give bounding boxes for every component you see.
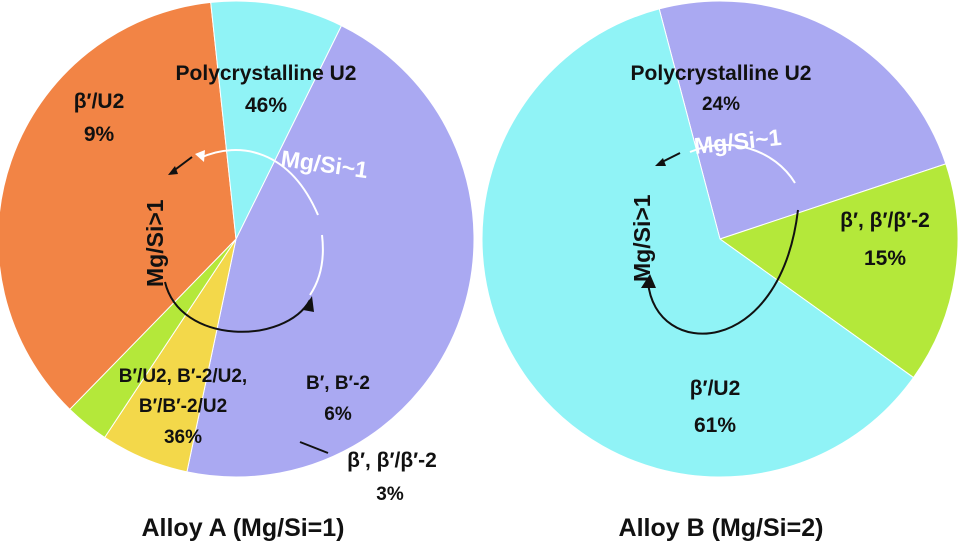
pie-slice-beta-prime-b (718, 163, 959, 379)
arrowhead-icon (641, 274, 656, 288)
pie-slice-shape (210, 0, 343, 241)
arc-arrow-mgsi-gt1-b (647, 209, 799, 335)
annotation-mgsi-gt1: Mg/Si>1 (629, 194, 655, 282)
pie-slice-b-prime-u2-a (0, 1, 237, 411)
slice-label-line1: B′/U2, B′-2/U2, (119, 366, 247, 387)
slice-label: B′, B′-2 (306, 373, 370, 394)
pie-slice-beta-prime-u2-b (481, 8, 915, 478)
pie-chart-alloy-b: Polycrystalline U2 24% β′, β′/β′-2 15% β… (481, 0, 959, 542)
slice-value: 6% (324, 404, 352, 425)
arc-arrow-mgsi-1-lower-a (309, 234, 324, 296)
arc-arrow-mgsi-gt1-a (164, 281, 311, 333)
slice-value: 15% (864, 247, 906, 270)
slice-value: 61% (694, 414, 736, 437)
pie-chart-alloy-a: Polycrystalline U2 46% β′/U2 9% B′/U2, B… (0, 0, 475, 542)
slice-label: β′, β′/β′-2 (840, 209, 930, 232)
pie-slice-beta-prime-u2-a (210, 0, 343, 241)
pie-slice-shape (186, 24, 475, 478)
pie-slice-polycrystalline-u2-a (186, 24, 475, 478)
slice-value: 24% (702, 94, 740, 115)
slice-label: β′/U2 (74, 90, 125, 113)
arrowhead-icon (655, 158, 666, 166)
pie-slice-shape (0, 1, 237, 411)
slice-value: 9% (84, 123, 115, 146)
arrowhead-icon (168, 166, 178, 175)
slice-value: 3% (376, 484, 404, 505)
slice-label: Polycrystalline U2 (176, 62, 357, 85)
slice-label-line2: B′/B′-2/U2 (139, 396, 227, 417)
chart-caption: Alloy A (Mg/Si=1) (141, 514, 344, 542)
leader-line (299, 441, 329, 454)
arrowhead-icon (195, 150, 205, 162)
pie-slice-shape (658, 0, 947, 240)
pie-slice-shape (481, 8, 915, 478)
annotation-mgsi-gt1: Mg/Si>1 (142, 199, 168, 287)
arc-arrow-mgsi-1-a (199, 149, 319, 216)
slice-label: β′/U2 (690, 377, 741, 400)
arc-arrow-mgsi-1-b (689, 144, 796, 184)
pie-slice-shape (718, 163, 959, 379)
slice-label: Polycrystalline U2 (631, 62, 812, 85)
arrowhead-icon (303, 296, 314, 312)
chart-caption: Alloy B (Mg/Si=2) (619, 514, 824, 542)
pie-slice-polycrystalline-u2-b (658, 0, 947, 240)
slice-value: 46% (245, 94, 287, 117)
slice-value: 36% (164, 427, 202, 448)
slice-label: β′, β′/β′-2 (347, 449, 437, 472)
